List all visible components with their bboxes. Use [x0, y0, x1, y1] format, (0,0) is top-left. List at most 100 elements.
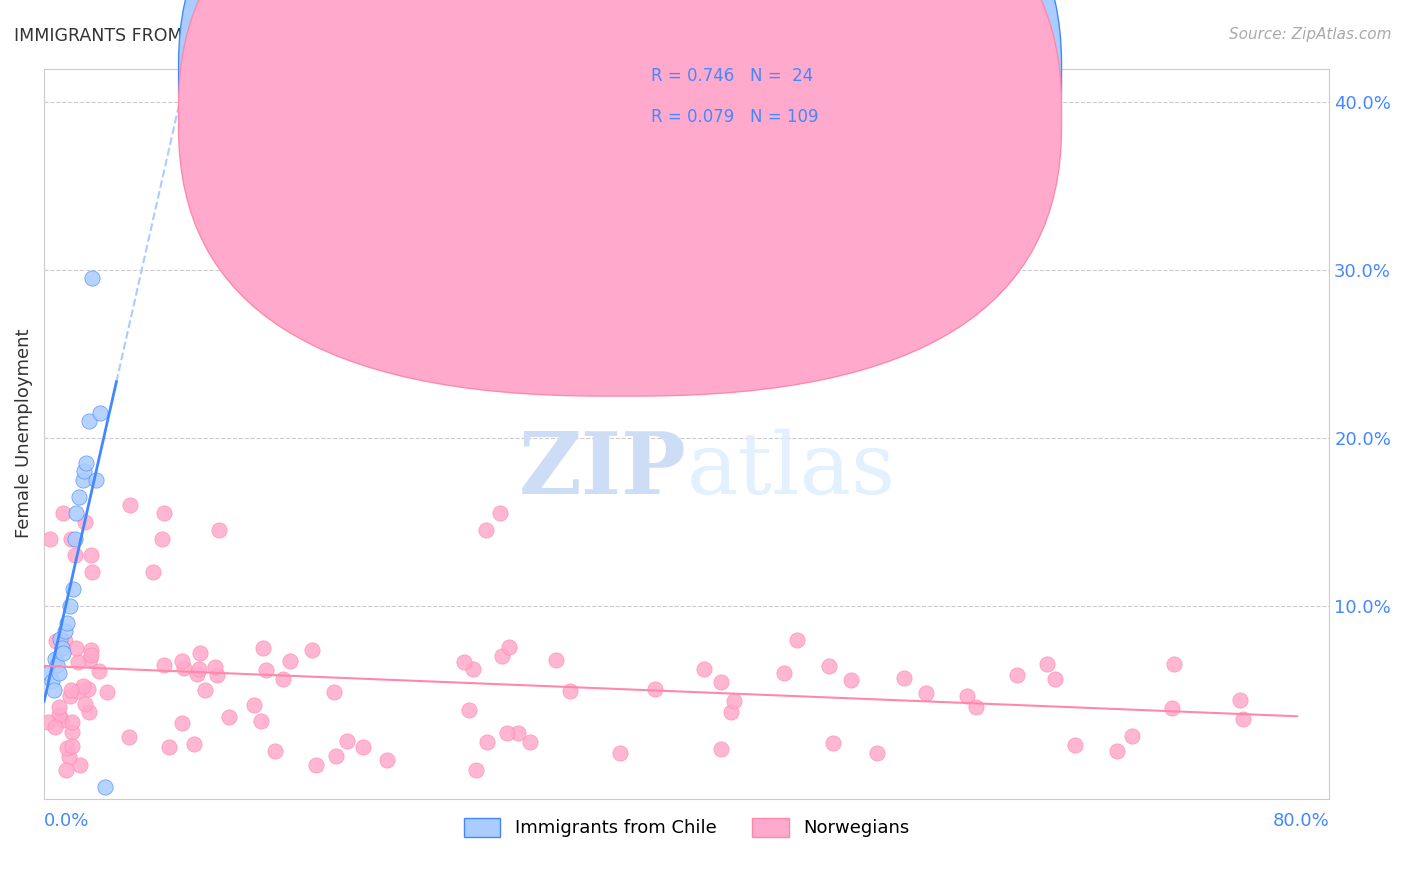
Point: [79, 549, 101, 563]
Point: [1121, 729, 1143, 743]
Point: [821, 735, 844, 749]
Text: 0.0%: 0.0%: [44, 813, 90, 830]
Point: [44, 652, 66, 666]
Point: [41, 674, 63, 689]
Point: [323, 685, 346, 699]
Point: [63, 549, 86, 563]
Point: [264, 744, 287, 758]
Point: [205, 668, 228, 682]
Point: [77, 681, 100, 696]
Point: [67, 683, 90, 698]
Point: [271, 672, 294, 686]
Point: [352, 740, 374, 755]
Point: [1232, 712, 1254, 726]
Point: [118, 731, 141, 745]
Point: [506, 726, 529, 740]
Point: [157, 739, 180, 754]
Point: [152, 507, 174, 521]
Point: [250, 714, 273, 728]
Point: [77, 705, 100, 719]
Point: [956, 689, 979, 703]
Point: [48, 708, 70, 723]
Point: [377, 753, 399, 767]
Point: [1064, 738, 1087, 752]
Point: [52, 507, 75, 521]
Point: [278, 655, 301, 669]
Point: [42, 682, 65, 697]
Point: [51, 640, 73, 655]
Point: [183, 737, 205, 751]
Point: [475, 523, 498, 537]
Point: [965, 699, 987, 714]
Point: [491, 648, 513, 663]
Point: [194, 683, 217, 698]
Text: 80.0%: 80.0%: [1272, 813, 1329, 830]
Point: [720, 706, 742, 720]
Point: [150, 532, 173, 546]
Point: [96, 685, 118, 699]
Text: R = 0.079   N = 109: R = 0.079 N = 109: [651, 108, 818, 126]
Point: [59, 689, 82, 703]
Point: [65, 507, 87, 521]
Point: [48, 665, 70, 680]
Point: [51, 713, 73, 727]
Point: [336, 733, 359, 747]
Point: [60, 714, 83, 729]
Point: [60, 739, 83, 753]
Point: [723, 694, 745, 708]
Text: R = 0.746   N =  24: R = 0.746 N = 24: [651, 67, 813, 85]
Point: [94, 780, 117, 794]
Point: [39, 532, 62, 546]
Legend: Immigrants from Chile, Norwegians: Immigrants from Chile, Norwegians: [457, 811, 917, 845]
Point: [519, 735, 541, 749]
Point: [325, 749, 347, 764]
Point: [62, 582, 84, 596]
Point: [710, 675, 733, 690]
Point: [63, 532, 86, 546]
Point: [45, 634, 67, 648]
Point: [55, 615, 77, 630]
Point: [79, 648, 101, 662]
Point: [893, 671, 915, 685]
Point: [56, 740, 79, 755]
Point: [465, 764, 488, 778]
Point: [301, 643, 323, 657]
Point: [786, 632, 808, 647]
Point: [53, 634, 76, 648]
Text: atlas: atlas: [686, 429, 896, 512]
Point: [73, 515, 96, 529]
Point: [69, 758, 91, 772]
Point: [82, 271, 104, 285]
Point: [53, 624, 76, 638]
Point: [187, 662, 209, 676]
Point: [207, 523, 229, 537]
Point: [77, 414, 100, 428]
Point: [254, 663, 277, 677]
Point: [84, 473, 107, 487]
Point: [243, 698, 266, 713]
Point: [1163, 657, 1185, 671]
Point: [60, 683, 83, 698]
Point: [75, 456, 97, 470]
Point: [188, 646, 211, 660]
Point: [173, 661, 195, 675]
Point: [204, 660, 226, 674]
Point: [170, 716, 193, 731]
Point: [1161, 701, 1184, 715]
Point: [153, 658, 176, 673]
Point: [37, 715, 59, 730]
Point: [305, 758, 328, 772]
Point: [773, 665, 796, 680]
Point: [60, 532, 83, 546]
Point: [44, 720, 66, 734]
Point: [69, 490, 91, 504]
Point: [142, 565, 165, 579]
Point: [67, 655, 90, 669]
Point: [55, 764, 77, 778]
Point: [46, 657, 69, 672]
Point: [73, 697, 96, 711]
Point: [915, 686, 938, 700]
Point: [38, 665, 60, 680]
Point: [72, 473, 94, 487]
Point: [866, 747, 889, 761]
